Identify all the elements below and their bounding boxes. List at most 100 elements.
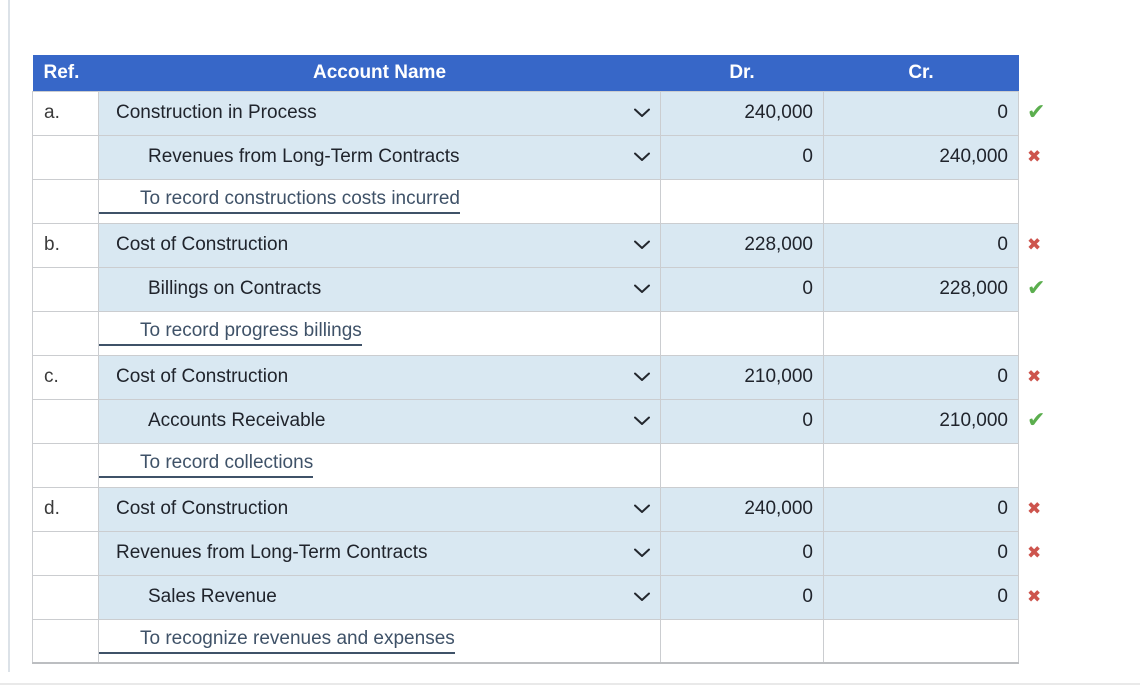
chevron-down-icon[interactable] bbox=[633, 416, 651, 427]
ref-cell bbox=[32, 178, 99, 224]
account-label: Cost of Construction bbox=[116, 366, 289, 387]
account-label: Accounts Receivable bbox=[148, 410, 326, 431]
memo-cell: To recognize revenues and expenses bbox=[98, 618, 661, 664]
debit-amount-cell[interactable]: 228,000 bbox=[660, 222, 824, 268]
credit-amount-cell[interactable]: 0 bbox=[823, 486, 1019, 532]
account-column-header: Account Name bbox=[98, 55, 661, 91]
journal-entry-row: Accounts Receivable 0 210,000 ✔ bbox=[32, 398, 1061, 444]
journal-table-body: a. Construction in Process 240,000 0 ✔ R… bbox=[32, 90, 1061, 664]
correct-icon: ✔ bbox=[1027, 407, 1046, 432]
status-cell: ✖ bbox=[1018, 575, 1061, 619]
memo-cell: To record progress billings bbox=[98, 310, 661, 356]
account-select[interactable]: Cost of Construction bbox=[98, 222, 661, 268]
credit-amount-cell[interactable]: 240,000 bbox=[823, 134, 1019, 180]
debit-amount-cell[interactable]: 210,000 bbox=[660, 354, 824, 400]
credit-amount-cell[interactable]: 0 bbox=[823, 354, 1019, 400]
status-cell bbox=[1018, 619, 1061, 663]
chevron-down-icon[interactable] bbox=[633, 592, 651, 603]
credit-amount-cell[interactable]: 0 bbox=[823, 574, 1019, 620]
journal-entry-row: Sales Revenue 0 0 ✖ bbox=[32, 574, 1061, 620]
ref-cell bbox=[32, 618, 99, 664]
account-select[interactable]: Construction in Process bbox=[98, 90, 661, 136]
chevron-down-icon[interactable] bbox=[633, 284, 651, 295]
correct-icon: ✔ bbox=[1027, 99, 1046, 124]
chevron-down-icon[interactable] bbox=[633, 372, 651, 383]
debit-amount-cell[interactable] bbox=[660, 442, 824, 488]
debit-amount-cell[interactable]: 240,000 bbox=[660, 90, 824, 136]
credit-amount-cell[interactable] bbox=[823, 178, 1019, 224]
incorrect-icon: ✖ bbox=[1027, 543, 1042, 562]
chevron-down-icon[interactable] bbox=[633, 108, 651, 119]
credit-amount-cell[interactable]: 0 bbox=[823, 530, 1019, 576]
memo-link[interactable]: To recognize revenues and expenses bbox=[99, 628, 455, 654]
status-cell: ✔ bbox=[1018, 399, 1061, 443]
credit-amount-cell[interactable] bbox=[823, 442, 1019, 488]
journal-entries-table: Ref. Account Name Dr. Cr. a. Constructio… bbox=[32, 55, 1061, 664]
chevron-down-icon[interactable] bbox=[633, 240, 651, 251]
account-select[interactable]: Revenues from Long-Term Contracts bbox=[98, 530, 661, 576]
ref-cell bbox=[32, 310, 99, 356]
memo-link[interactable]: To record collections bbox=[99, 452, 314, 478]
debit-amount-cell[interactable]: 0 bbox=[660, 530, 824, 576]
journal-entry-row: b. Cost of Construction 228,000 0 ✖ bbox=[32, 222, 1061, 268]
debit-amount-cell[interactable]: 0 bbox=[660, 266, 824, 312]
ref-cell: c. bbox=[32, 354, 99, 400]
ref-cell bbox=[32, 134, 99, 180]
incorrect-icon: ✖ bbox=[1027, 499, 1042, 518]
account-label: Cost of Construction bbox=[116, 498, 289, 519]
memo-link[interactable]: To record constructions costs incurred bbox=[99, 188, 460, 214]
account-select[interactable]: Revenues from Long-Term Contracts bbox=[98, 134, 661, 180]
credit-amount-cell[interactable]: 228,000 bbox=[823, 266, 1019, 312]
credit-amount-cell[interactable] bbox=[823, 618, 1019, 664]
status-column-header bbox=[1018, 55, 1061, 91]
credit-column-header: Cr. bbox=[823, 55, 1019, 91]
ref-column-header: Ref. bbox=[32, 55, 99, 91]
journal-entry-row: Billings on Contracts 0 228,000 ✔ bbox=[32, 266, 1061, 312]
chevron-down-icon[interactable] bbox=[633, 504, 651, 515]
journal-entry-row: c. Cost of Construction 210,000 0 ✖ bbox=[32, 354, 1061, 400]
ref-cell: d. bbox=[32, 486, 99, 532]
credit-amount-cell[interactable]: 0 bbox=[823, 222, 1019, 268]
incorrect-icon: ✖ bbox=[1027, 147, 1042, 166]
chevron-down-icon[interactable] bbox=[633, 152, 651, 163]
ref-cell: a. bbox=[32, 90, 99, 136]
account-label: Sales Revenue bbox=[148, 586, 277, 607]
account-select[interactable]: Cost of Construction bbox=[98, 354, 661, 400]
header-row: Ref. Account Name Dr. Cr. bbox=[32, 55, 1061, 91]
debit-amount-cell[interactable]: 240,000 bbox=[660, 486, 824, 532]
chevron-down-icon[interactable] bbox=[633, 548, 651, 559]
status-cell: ✖ bbox=[1018, 531, 1061, 575]
debit-amount-cell[interactable]: 0 bbox=[660, 574, 824, 620]
debit-amount-cell[interactable]: 0 bbox=[660, 398, 824, 444]
incorrect-icon: ✖ bbox=[1027, 367, 1042, 386]
account-label: Revenues from Long-Term Contracts bbox=[148, 146, 460, 167]
account-label: Revenues from Long-Term Contracts bbox=[116, 542, 428, 563]
account-label: Billings on Contracts bbox=[148, 278, 322, 299]
debit-amount-cell[interactable] bbox=[660, 310, 824, 356]
memo-row: To recognize revenues and expenses bbox=[32, 618, 1061, 664]
debit-amount-cell[interactable] bbox=[660, 618, 824, 664]
ref-cell bbox=[32, 530, 99, 576]
debit-amount-cell[interactable] bbox=[660, 178, 824, 224]
ref-cell bbox=[32, 574, 99, 620]
credit-amount-cell[interactable]: 210,000 bbox=[823, 398, 1019, 444]
status-cell bbox=[1018, 311, 1061, 355]
debit-column-header: Dr. bbox=[660, 55, 824, 91]
ref-cell bbox=[32, 266, 99, 312]
credit-amount-cell[interactable]: 0 bbox=[823, 90, 1019, 136]
account-select[interactable]: Accounts Receivable bbox=[98, 398, 661, 444]
account-select[interactable]: Cost of Construction bbox=[98, 486, 661, 532]
left-page-divider bbox=[8, 0, 10, 672]
status-cell: ✔ bbox=[1018, 91, 1061, 135]
account-select[interactable]: Billings on Contracts bbox=[98, 266, 661, 312]
incorrect-icon: ✖ bbox=[1027, 587, 1042, 606]
status-cell: ✖ bbox=[1018, 487, 1061, 531]
bottom-page-divider bbox=[0, 683, 1140, 685]
credit-amount-cell[interactable] bbox=[823, 310, 1019, 356]
account-select[interactable]: Sales Revenue bbox=[98, 574, 661, 620]
status-cell: ✖ bbox=[1018, 223, 1061, 267]
memo-link[interactable]: To record progress billings bbox=[99, 320, 362, 346]
debit-amount-cell[interactable]: 0 bbox=[660, 134, 824, 180]
status-cell bbox=[1018, 443, 1061, 487]
